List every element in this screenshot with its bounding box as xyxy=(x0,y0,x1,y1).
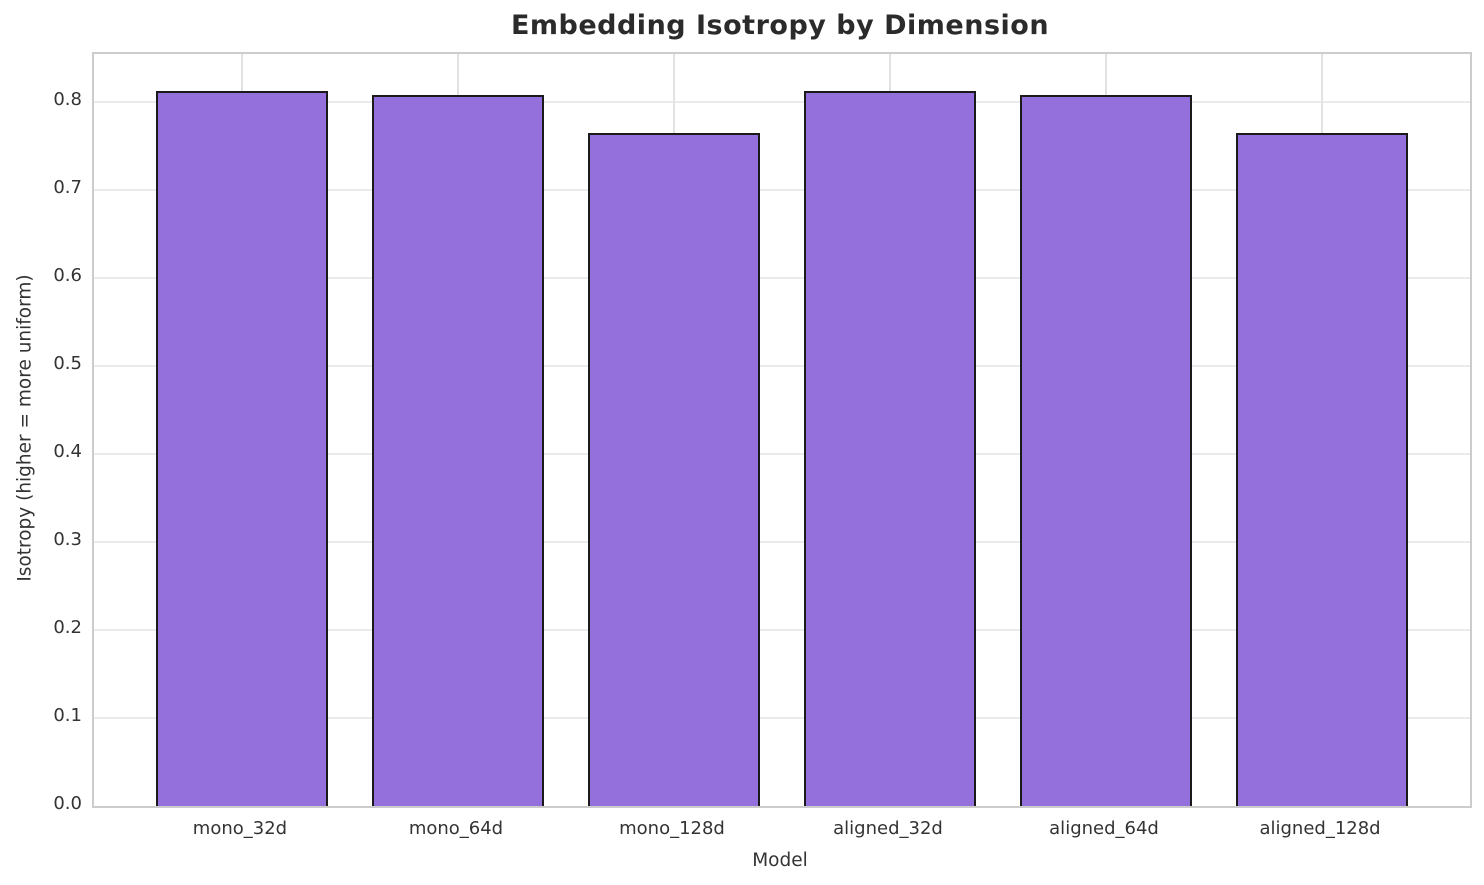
xtick-aligned_32d: aligned_32d xyxy=(833,818,943,839)
ytick-0.6: 0.6 xyxy=(53,265,82,287)
h-gridline-0.8 xyxy=(94,101,1470,104)
ytick-0.3: 0.3 xyxy=(53,529,82,551)
chart-title: Embedding Isotropy by Dimension xyxy=(510,10,1050,41)
plot-area xyxy=(92,52,1472,808)
xtick-aligned_64d: aligned_64d xyxy=(1049,818,1159,839)
bar-aligned_32d xyxy=(803,90,977,806)
h-gridline-0.4 xyxy=(94,453,1470,456)
ytick-0.2: 0.2 xyxy=(53,617,82,639)
h-gridline-0.3 xyxy=(94,541,1470,544)
ytick-0.1: 0.1 xyxy=(53,705,82,727)
bar-mono_32d xyxy=(155,90,329,806)
xtick-aligned_128d: aligned_128d xyxy=(1259,818,1381,839)
h-gridline-0.6 xyxy=(94,277,1470,280)
ytick-0.7: 0.7 xyxy=(53,177,82,199)
y-axis-label: Isotropy (higher = more uniform) xyxy=(14,274,36,582)
ytick-0.8: 0.8 xyxy=(53,89,82,111)
bar-aligned_64d xyxy=(1019,95,1193,806)
bar-mono_128d xyxy=(587,133,761,806)
xtick-mono_32d: mono_32d xyxy=(192,818,288,839)
h-gridline-0.5 xyxy=(94,365,1470,368)
ytick-0.5: 0.5 xyxy=(53,353,82,375)
ytick-0.4: 0.4 xyxy=(53,441,82,463)
ytick-0.0: 0.0 xyxy=(53,793,82,814)
h-gridline-0.7 xyxy=(94,189,1470,192)
bar-aligned_128d xyxy=(1235,133,1409,806)
h-gridline-0.1 xyxy=(94,717,1470,720)
xtick-mono_64d: mono_64d xyxy=(408,818,504,839)
h-gridline-0.2 xyxy=(94,629,1470,632)
x-axis-label: Model xyxy=(752,850,808,871)
bar-mono_64d xyxy=(371,95,545,806)
xtick-mono_128d: mono_128d xyxy=(619,818,725,839)
